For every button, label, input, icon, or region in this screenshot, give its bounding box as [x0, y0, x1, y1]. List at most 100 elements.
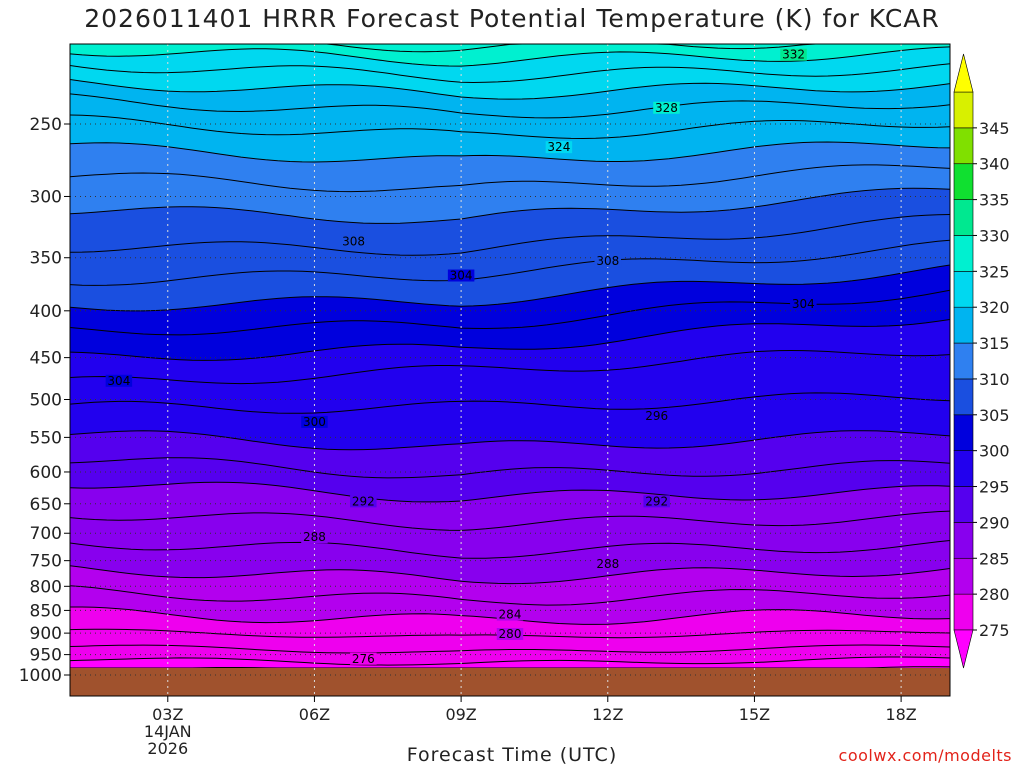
- contour-label-bg: [594, 255, 622, 268]
- colorbar-segment: [953, 91, 974, 129]
- ground-rect: [70, 668, 950, 696]
- contour-304: [70, 264, 950, 312]
- contour-label-bg: [790, 297, 817, 310]
- contour-label-bg: [447, 269, 475, 282]
- colorbar-label: 320: [979, 298, 1010, 317]
- colorbar-segment: [953, 306, 974, 344]
- x-axis-label: Forecast Time (UTC): [406, 744, 618, 766]
- y-tick-label: 950: [30, 646, 62, 666]
- contour-label-bg: [301, 415, 328, 428]
- contour-316: [70, 114, 950, 140]
- contour-282: [70, 585, 950, 606]
- contour-300: [70, 319, 950, 361]
- contour-label-bg: [301, 531, 328, 544]
- x-tick-date: 14JAN: [144, 722, 192, 741]
- colorbar-label: 290: [979, 513, 1010, 532]
- colorbar-label: 285: [979, 549, 1010, 568]
- contour-274: [70, 656, 950, 666]
- y-tick-label: 350: [30, 249, 62, 269]
- contour-label-bg: [643, 409, 670, 422]
- colorbar-label: 315: [979, 334, 1010, 353]
- contour-label-bg: [350, 495, 377, 508]
- contour-320: [70, 79, 950, 100]
- contour-314: [70, 141, 950, 163]
- colorbar-label: 325: [979, 262, 1010, 281]
- colorbar-segment: [953, 378, 974, 416]
- contour-322: [70, 63, 950, 84]
- x-tick-label: 12Z: [592, 705, 623, 724]
- y-tick-label: 700: [30, 524, 62, 544]
- y-tick-label: 650: [30, 495, 62, 515]
- contour-label-bg: [545, 141, 573, 154]
- y-tick-label: 450: [30, 349, 62, 369]
- chart-title: 2026011401 HRRR Forecast Potential Tempe…: [84, 4, 940, 33]
- colorbar-segment: [953, 522, 974, 559]
- contour-label-292: 292: [645, 494, 668, 508]
- contour-label-300: 300: [303, 415, 326, 429]
- contour-label-288: 288: [303, 530, 326, 544]
- contour-label-284: 284: [499, 608, 522, 622]
- y-tick-label: 300: [30, 187, 62, 207]
- contour-label-296: 296: [645, 409, 668, 423]
- contour-label-308: 308: [596, 254, 619, 268]
- colorbar-label: 340: [979, 155, 1010, 174]
- colorbar-label: 335: [979, 191, 1010, 210]
- colorbar-segment: [953, 271, 974, 308]
- contour-310: [70, 187, 950, 224]
- contour-324: [70, 46, 950, 67]
- colorbar-segment: [953, 486, 974, 523]
- contour-284: [70, 565, 950, 585]
- colorbar-segment: [953, 450, 974, 487]
- colorbar-label: 310: [979, 370, 1010, 389]
- contour-label-324: 324: [547, 140, 570, 154]
- colorbar: 275 280 285 290 295 300 305 310 315 320 325 330 335 3…: [953, 53, 1010, 669]
- contour-312: [70, 164, 950, 193]
- contour-label-bg: [653, 101, 680, 114]
- colorbar-segment: [953, 414, 974, 451]
- contour-286: [70, 540, 950, 559]
- ground-layer: [70, 668, 950, 696]
- contour-label-304: 304: [450, 269, 473, 283]
- colorbar-label: 280: [979, 585, 1010, 604]
- plot-frame: [69, 43, 951, 697]
- colorbar-segment: [953, 127, 974, 165]
- contour-label-304: 304: [792, 297, 815, 311]
- contour-label-bg: [105, 374, 133, 387]
- contour-298: [70, 349, 950, 385]
- contour-label-332: 332: [782, 48, 805, 62]
- colorbar-max-arrow: [953, 53, 974, 93]
- contour-290: [70, 481, 950, 503]
- colorbar-segment: [953, 557, 974, 595]
- x-tick-year: 2026: [147, 739, 188, 758]
- x-tick-label: 06Z: [299, 705, 330, 724]
- colorbar-label: 295: [979, 478, 1010, 497]
- x-tick-label: 18Z: [885, 705, 916, 724]
- y-tick-label: 1000: [19, 666, 62, 686]
- contour-label-292: 292: [352, 494, 375, 508]
- source-credit: coolwx.com/modelts: [838, 746, 1012, 765]
- contour-296: [70, 392, 950, 414]
- theta-color-bands: [70, 44, 950, 671]
- contour-288: [70, 510, 950, 531]
- band-theta-274: [70, 657, 950, 670]
- contour-label-bg: [594, 557, 622, 570]
- contour-label-bg: [643, 495, 670, 508]
- contour-label-bg: [496, 608, 524, 621]
- contour-label-bg: [350, 652, 377, 665]
- y-tick-label: 750: [30, 552, 62, 572]
- colorbar-segment: [953, 163, 974, 200]
- contour-label-304: 304: [107, 374, 130, 388]
- contour-label-288: 288: [596, 557, 619, 571]
- colorbar-segment: [953, 235, 974, 272]
- y-tick-label: 800: [30, 577, 62, 597]
- contour-label-bg: [780, 48, 807, 61]
- contour-labels: 332 328 324 308 308 304 304 304 300 296 292 292 288 2…: [105, 48, 817, 666]
- colorbar-min-arrow: [953, 629, 974, 669]
- contour-label-280: 280: [499, 627, 522, 641]
- contour-276: [70, 644, 950, 654]
- contour-label-308: 308: [342, 235, 365, 249]
- contour-label-328: 328: [655, 101, 678, 115]
- colorbar-label: 345: [979, 119, 1010, 138]
